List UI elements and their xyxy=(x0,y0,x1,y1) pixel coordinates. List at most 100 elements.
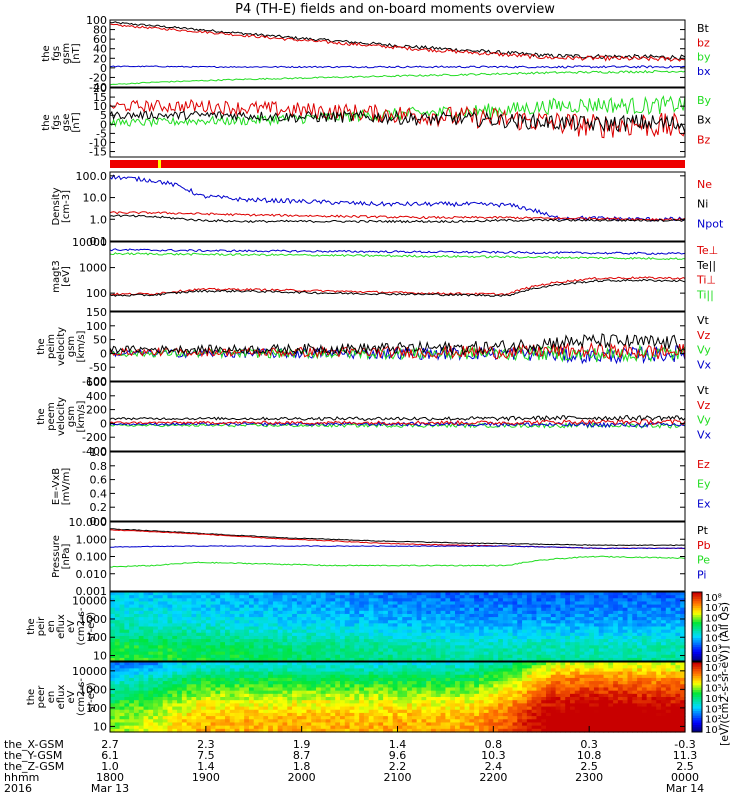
spectrogram-cell xyxy=(162,665,169,669)
spectrogram-cell xyxy=(114,635,121,640)
spectrogram-cell xyxy=(459,671,466,676)
spectrogram-cell xyxy=(670,642,677,646)
spectrogram-cell xyxy=(656,657,662,662)
spectrogram-cell xyxy=(248,595,255,599)
spectrogram-cell xyxy=(349,598,355,603)
spectrogram-cell xyxy=(220,687,226,692)
spectrogram-cell xyxy=(138,693,145,698)
spectrogram-cell xyxy=(555,610,562,615)
spectrogram-cell xyxy=(522,687,528,692)
spectrogram-cell xyxy=(579,595,585,599)
spectrogram-cell xyxy=(373,703,379,708)
spectrogram-cell xyxy=(268,648,274,653)
spectrogram-cell xyxy=(205,598,212,603)
spectrogram-cell xyxy=(498,595,504,599)
spectrogram-cell xyxy=(320,703,327,708)
spectrogram-cell xyxy=(546,668,552,673)
legend-label: Ne xyxy=(697,178,712,191)
spectrogram-cell xyxy=(244,632,250,637)
spectrogram-cell xyxy=(541,677,547,682)
spectrogram-cell xyxy=(498,635,504,640)
spectrogram-cell xyxy=(498,620,504,624)
spectrogram-cell xyxy=(306,626,312,631)
spectrogram-cell xyxy=(522,712,528,717)
spectrogram-cell xyxy=(359,607,365,612)
spectrogram-cell xyxy=(157,700,164,704)
spectrogram-cell xyxy=(349,604,355,609)
spectrogram-cell xyxy=(555,617,562,621)
spectrogram-cell xyxy=(335,642,341,646)
spectrogram-cell xyxy=(344,639,351,643)
spectrogram-cell xyxy=(445,722,451,727)
spectrogram-cell xyxy=(536,728,542,733)
spectrogram-cell xyxy=(359,671,365,676)
spectrogram-cell xyxy=(478,626,485,631)
spectrogram-cell xyxy=(617,613,624,618)
spectrogram-cell xyxy=(316,645,322,650)
spectrogram-cell xyxy=(129,662,135,666)
spectrogram-cell xyxy=(397,595,403,599)
spectrogram-cell xyxy=(330,632,336,637)
spectrogram-cell xyxy=(296,635,303,640)
spectrogram-cell xyxy=(296,598,303,603)
spectrogram-cell xyxy=(330,657,336,662)
spectrogram-cell xyxy=(292,651,298,656)
spectrogram-cell xyxy=(196,642,202,646)
legend-label: Vt xyxy=(697,384,710,397)
spectrogram-cell xyxy=(172,728,178,733)
spectrogram-cell xyxy=(153,654,159,659)
spectrogram-cell xyxy=(632,648,638,653)
spectrogram-cell xyxy=(493,677,499,682)
spectrogram-cell xyxy=(546,610,552,615)
spectrogram-cell xyxy=(617,635,624,640)
spectrogram-cell xyxy=(392,623,399,628)
spectrogram-cell xyxy=(363,632,370,637)
spectrogram-cell xyxy=(373,693,379,698)
colorbar-cell xyxy=(692,649,702,653)
y-label-line: peem xyxy=(46,402,57,430)
spectrogram-cell xyxy=(421,592,427,596)
spectrogram-cell xyxy=(133,700,140,704)
spectrogram-cell xyxy=(584,651,590,656)
spectrogram-cell xyxy=(234,607,240,612)
spectrogram-cell xyxy=(536,674,542,679)
spectrogram-cell xyxy=(531,687,538,692)
spectrogram-cell xyxy=(157,725,164,730)
spectrogram-cell xyxy=(181,657,188,662)
spectrogram-cell xyxy=(464,607,470,612)
spectrogram-cell xyxy=(646,642,653,646)
spectrogram-cell xyxy=(205,645,212,650)
spectrogram-cell xyxy=(340,654,346,659)
spectrogram-cell xyxy=(435,648,442,653)
spectrogram-cell xyxy=(526,629,533,634)
spectrogram-cell xyxy=(536,706,542,711)
spectrogram-cell xyxy=(244,703,250,708)
spectrogram-cell xyxy=(229,722,236,727)
spectrogram-cell xyxy=(177,700,183,704)
spectrogram-cell xyxy=(593,598,600,603)
spectrogram-cell xyxy=(311,706,317,711)
spectrogram-cell xyxy=(363,598,370,603)
spectrogram-cell xyxy=(483,687,490,692)
spectrogram-cell xyxy=(368,635,375,640)
spectrogram-cell xyxy=(272,674,279,679)
spectrogram-cell xyxy=(344,677,351,682)
spectrogram-cell xyxy=(373,657,379,662)
spectrogram-cell xyxy=(344,598,351,603)
spectrogram-cell xyxy=(488,697,494,701)
spectrogram-cell xyxy=(455,613,461,618)
spectrogram-cell xyxy=(517,626,523,631)
spectrogram-cell xyxy=(469,620,475,624)
spectrogram-cell xyxy=(311,657,317,662)
y-tick-label: 10000 xyxy=(72,236,107,249)
spectrogram-cell xyxy=(512,677,518,682)
spectrogram-cell xyxy=(536,629,542,634)
spectrogram-cell xyxy=(220,665,226,669)
spectrogram-cell xyxy=(153,719,159,724)
spectrogram-cell xyxy=(296,712,303,717)
spectrogram-cell xyxy=(570,632,576,637)
spectrogram-cell xyxy=(546,620,552,624)
spectrogram-cell xyxy=(335,684,341,689)
spectrogram-cell xyxy=(455,690,461,695)
spectrogram-cell xyxy=(133,654,140,659)
